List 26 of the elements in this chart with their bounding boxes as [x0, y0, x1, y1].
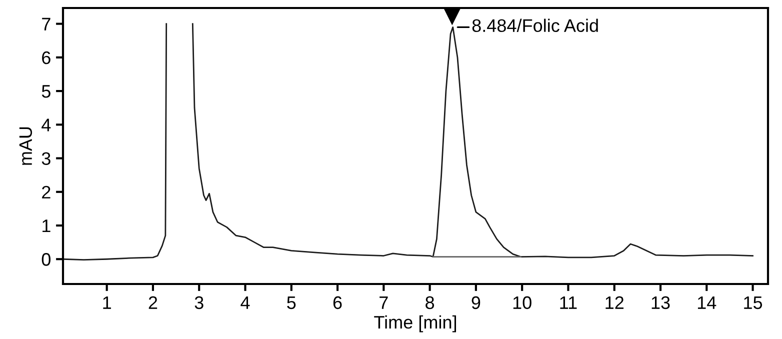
x-tick-label: 10 [513, 296, 532, 310]
y-tick-label: 4 [42, 118, 51, 132]
x-tick-label: 11 [560, 296, 577, 309]
y-tick-label: 2 [42, 186, 50, 198]
y-tick-label: 1 [42, 220, 50, 232]
x-tick-label: 1 [103, 296, 111, 309]
x-tick-label: 2 [148, 296, 158, 309]
x-tick-label: 15 [744, 296, 762, 310]
x-tick-label: 8 [426, 296, 434, 310]
x-tick-label: 6 [333, 296, 342, 310]
y-axis-title: mAU [19, 127, 32, 165]
y-tick-label: 7 [42, 18, 50, 30]
y-tick-label: 3 [42, 152, 50, 165]
x-tick-label: 13 [652, 296, 670, 310]
y-tick-label: 6 [42, 51, 50, 64]
x-tick-label: 14 [698, 296, 716, 309]
x-tick-label: 12 [606, 296, 624, 309]
x-tick-label: 9 [472, 296, 480, 310]
y-tick-label: 0 [42, 253, 50, 266]
annotation: 8.484/Folic Acid [472, 18, 598, 32]
x-tick-label: 7 [380, 296, 388, 309]
x-tick-label: 5 [287, 296, 296, 310]
x-tick-label: 4 [240, 296, 250, 309]
x-axis-title: Time [min] [374, 315, 456, 332]
y-tick-label: 5 [42, 85, 50, 98]
x-tick-label: 3 [194, 296, 204, 310]
